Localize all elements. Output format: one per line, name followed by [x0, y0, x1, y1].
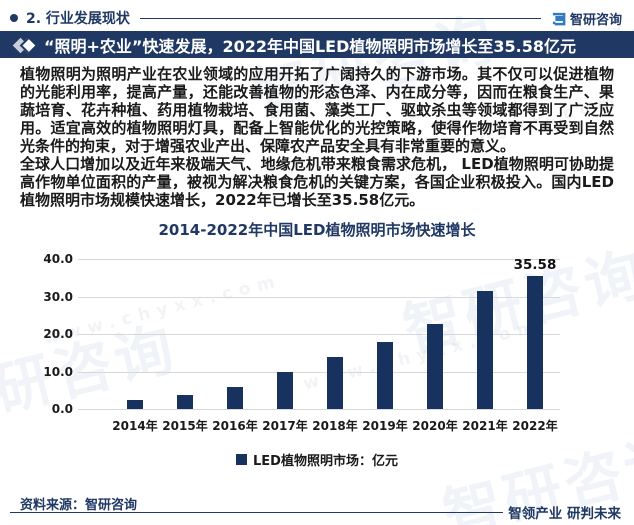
bar-slot: 35.58 [510, 257, 560, 409]
gridline [78, 259, 560, 260]
bar-chart: 40.0 30.0 20.0 10.0 0.0 35.58 [38, 252, 634, 416]
y-axis: 40.0 30.0 20.0 10.0 0.0 [38, 252, 78, 416]
headline-banner: “照明+农业”快速发展，2022年中国LED植物照明市场增长至35.58亿元 [0, 31, 634, 58]
bullet-icon [10, 14, 18, 22]
bar-2015年 [177, 395, 193, 409]
diamond-icon [12, 37, 38, 53]
bar-slot [160, 259, 210, 409]
logo-text: 智研咨询 [569, 12, 622, 28]
chart-title: 2014-2022年中国LED植物照明市场快速增长 [158, 221, 476, 239]
bar-slot [110, 259, 160, 409]
gridline [78, 296, 560, 298]
x-tick-label: 2022年 [512, 419, 558, 433]
bar-2016年 [227, 386, 243, 409]
body-paragraph-2: 全球人口增加以及近年来极端天气、地缘危机带来粮食需求危机， LED植物照明可协助… [20, 155, 614, 209]
x-tick-label: 2014年 [112, 419, 158, 433]
section-title: 2. 行业发展现状 [26, 11, 130, 27]
x-tick-label: 2017年 [262, 419, 308, 433]
body-paragraph-1: 植物照明为照明产业在农业领域的应用开拓了广阔持久的下游市场。其不仅可以促进植物的… [20, 65, 614, 155]
gridline [78, 409, 560, 410]
x-tick-label: 2021年 [462, 419, 508, 433]
y-tick-label: 0.0 [51, 402, 73, 416]
x-tick-label: 2018年 [312, 419, 358, 433]
bar-slot [460, 259, 510, 409]
gridline [78, 334, 560, 335]
x-tick-label: 2020年 [412, 419, 458, 433]
bar-2017年 [277, 371, 293, 409]
y-tick-label: 20.0 [43, 327, 73, 341]
footer-slogan: 智领产业 研判未来 [508, 506, 621, 522]
bar-2022年 [527, 275, 543, 409]
legend-marker-icon [236, 454, 248, 465]
x-tick-label: 2019年 [362, 419, 408, 433]
y-tick-label: 30.0 [43, 289, 73, 304]
headline-text: “照明+农业”快速发展，2022年中国LED植物照明市场增长至35.58亿元 [44, 36, 576, 56]
bar-slot [360, 259, 410, 409]
x-axis: 2014年 2015年 2016年 2017年 2018年 2019年 2020年 2021年… [110, 417, 634, 434]
legend-label: LED植物照明市场：亿元 [253, 454, 398, 469]
company-logo: 智研咨询 [551, 9, 622, 28]
gridline [78, 371, 560, 373]
bar-slot [310, 259, 360, 409]
x-tick-label: 2016年 [212, 419, 258, 433]
data-source: 资料来源：智研咨询 [20, 498, 138, 513]
bar-2018年 [327, 357, 343, 409]
bar-2019年 [377, 341, 393, 409]
bar-slot [410, 259, 460, 409]
y-tick-label: 10.0 [43, 364, 73, 379]
logo-icon [552, 12, 566, 25]
header-divider [139, 17, 541, 19]
bar-slot [260, 259, 310, 409]
chart-legend: LED植物照明市场：亿元 [0, 450, 634, 469]
bar-2021年 [477, 291, 493, 409]
page-header: 2. 行业发展现状 智研咨询 [0, 0, 634, 28]
x-tick-label: 2015年 [162, 419, 208, 433]
bar-2014年 [127, 400, 143, 409]
footer-divider [10, 512, 503, 513]
bar-value-label: 35.58 [513, 256, 557, 273]
plot-area: 35.58 [78, 257, 560, 410]
bar-2020年 [427, 323, 443, 409]
y-tick-label: 40.0 [43, 252, 73, 266]
bar-slot [210, 259, 260, 409]
